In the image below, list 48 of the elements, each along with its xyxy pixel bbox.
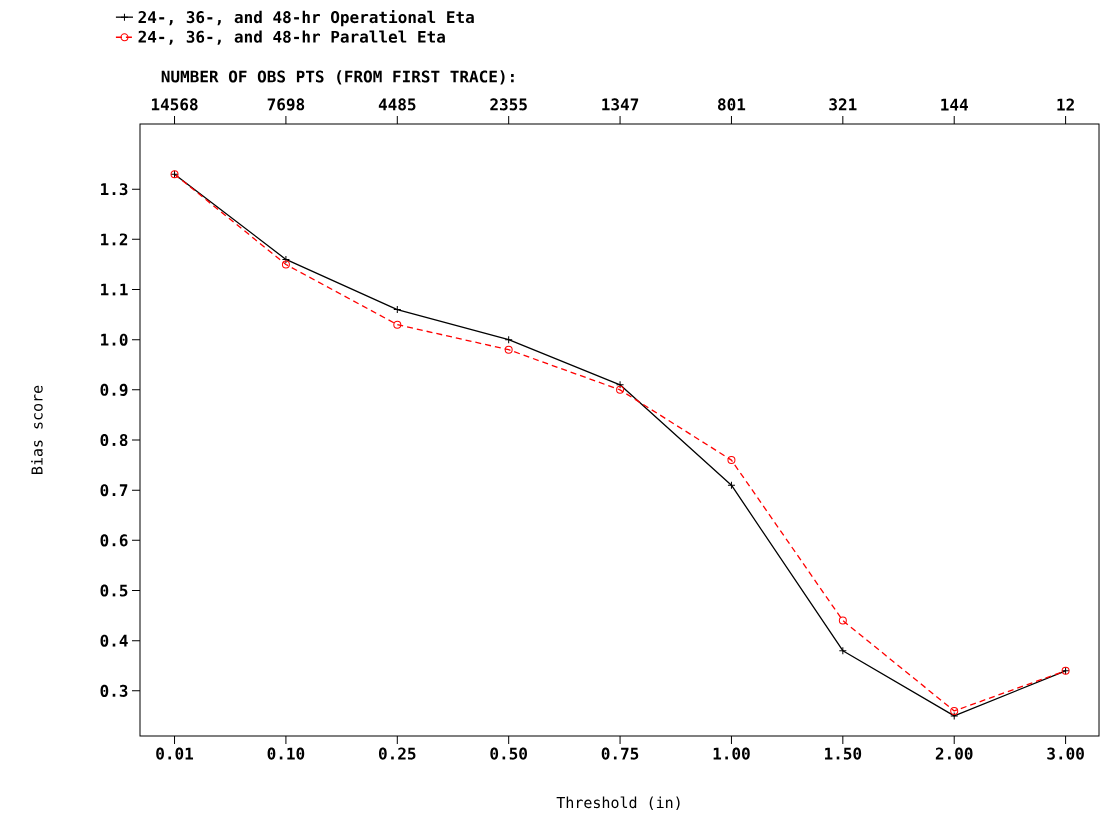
- point: [281, 260, 290, 269]
- y-tick-label: 0.9: [100, 383, 128, 396]
- x-tick-label: 0.75: [601, 747, 639, 760]
- y-tick-label: 0.6: [100, 534, 128, 547]
- x-tick-label: 2.00: [935, 747, 973, 760]
- point: [616, 380, 625, 389]
- point: [838, 646, 847, 655]
- annotation: 1347: [602, 98, 639, 111]
- x-tick-label: 1.50: [825, 747, 862, 760]
- point: [504, 335, 513, 344]
- point: [950, 706, 959, 715]
- point: [838, 616, 847, 625]
- point: [727, 456, 736, 465]
- annotation: 12: [1057, 98, 1074, 111]
- annotation: 14568: [151, 98, 198, 111]
- point: [393, 305, 402, 314]
- annotation: 801: [718, 98, 746, 111]
- x-tick-label: 0.01: [156, 747, 194, 760]
- annotation: 321: [829, 98, 857, 111]
- x-tick-label: 1.00: [713, 747, 750, 760]
- point: [727, 481, 736, 490]
- x-tick-label: 0.10: [267, 747, 305, 760]
- point: [281, 255, 290, 264]
- point: [616, 385, 625, 394]
- y-tick-label: 0.4: [100, 634, 128, 647]
- y-tick-label: 0.7: [100, 484, 128, 497]
- point: [950, 711, 959, 720]
- x-tick-label: 3.00: [1047, 747, 1084, 760]
- y-tick-label: 1.0: [101, 333, 128, 346]
- x2-axis-title: NUMBER OF OBS PTS (FROM FIRST TRACE):: [161, 70, 514, 85]
- y-tick-label: 1.1: [101, 283, 128, 296]
- point: [504, 345, 513, 354]
- point: [393, 320, 402, 329]
- x-tick-label: 0.25: [378, 747, 416, 760]
- y-tick-label: 1.2: [101, 233, 128, 246]
- legend-label: 24-, 36-, and 48-hr Parallel Eta: [138, 30, 445, 45]
- x-tick-label: 0.50: [490, 747, 527, 760]
- annotation: 144: [941, 98, 968, 111]
- annotation: 2355: [490, 98, 527, 111]
- x-axis-title: Threshold (in): [556, 796, 680, 810]
- y-tick-label: 0.3: [100, 684, 128, 697]
- y-tick-label: 0.5: [100, 584, 128, 597]
- annotation: 4485: [378, 98, 416, 111]
- y-tick-label: 1.3: [101, 183, 128, 196]
- y-tick-label: 0.8: [100, 433, 128, 447]
- legend-label: 24-, 36-, and 48-hr Operational Eta: [138, 9, 474, 27]
- annotation: 7698: [267, 98, 305, 111]
- y-axis-title: Bias score: [31, 385, 43, 474]
